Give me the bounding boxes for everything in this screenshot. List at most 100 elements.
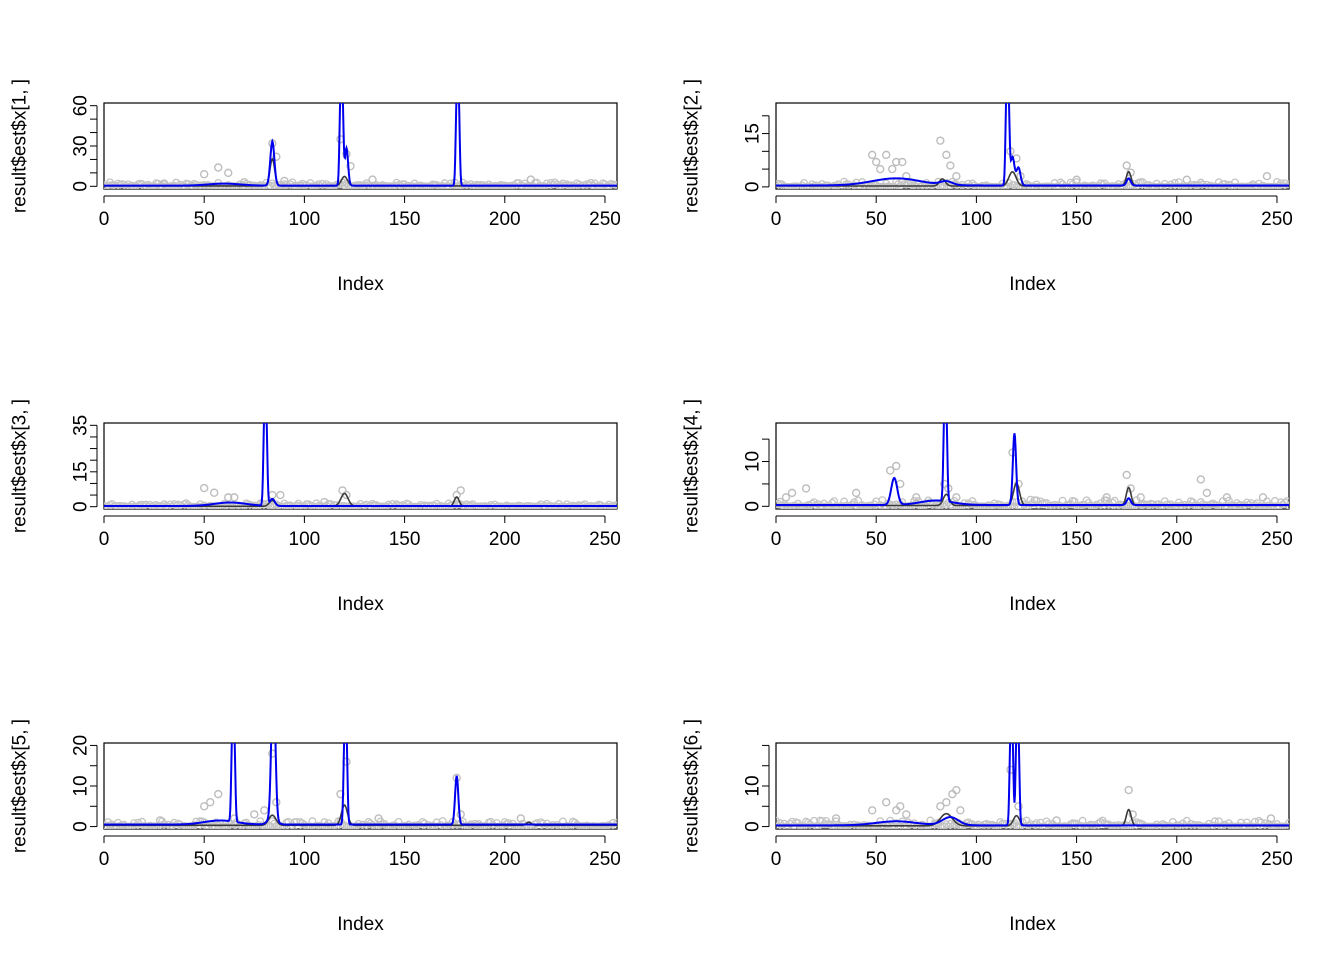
data-point — [876, 164, 885, 174]
data-point — [1164, 182, 1173, 189]
x-tick-label: 200 — [1161, 529, 1193, 550]
data-point — [1262, 172, 1272, 181]
data-point — [250, 810, 259, 819]
y-tick-label: 10 — [743, 451, 764, 472]
data-point — [199, 483, 209, 493]
data-point — [867, 806, 877, 815]
x-axis-title: Index — [1009, 914, 1056, 935]
x-tick-label: 100 — [961, 849, 993, 870]
y-tick-label: 0 — [71, 181, 92, 192]
data-point — [871, 157, 881, 167]
y-axis-title: result$est$x[5, ] — [10, 719, 31, 853]
data-point — [346, 161, 355, 171]
x-tick-label: 200 — [489, 529, 521, 550]
data-point — [199, 170, 209, 179]
data-point — [912, 493, 921, 502]
data-point — [956, 806, 965, 815]
x-tick-label: 100 — [961, 209, 993, 230]
data-point — [268, 817, 277, 826]
data-point — [1196, 475, 1206, 484]
data-point — [787, 488, 797, 498]
data-point — [952, 172, 961, 181]
x-tick-label: 150 — [1061, 209, 1093, 230]
data-point — [801, 484, 811, 493]
x-tick-label: 100 — [961, 529, 993, 550]
data-point — [1124, 785, 1133, 795]
data-point — [159, 179, 169, 188]
y-tick-label: 15 — [71, 461, 92, 482]
data-point — [268, 490, 277, 500]
data-point — [456, 486, 465, 495]
x-tick-label: 250 — [1261, 209, 1293, 230]
x-tick-label: 100 — [289, 209, 321, 230]
data-point — [260, 806, 269, 815]
series-line-blue — [104, 743, 617, 826]
data-point — [374, 814, 383, 823]
data-point — [1266, 814, 1276, 823]
data-point — [1014, 802, 1023, 811]
series-line-blue — [104, 423, 617, 507]
data-point — [1222, 493, 1232, 502]
data-point — [272, 152, 281, 161]
data-point — [886, 466, 895, 475]
plot-frame — [775, 102, 1290, 190]
data-point — [318, 822, 327, 829]
data-point — [613, 819, 617, 827]
data-point — [224, 493, 233, 502]
data-point — [940, 822, 949, 829]
y-tick-label: 35 — [71, 415, 92, 436]
data-point — [360, 822, 369, 829]
y-tick-label: 10 — [71, 775, 92, 796]
x-axis-title: Index — [1009, 274, 1056, 295]
panel-2: 0 50 100 150 200 250 0 15 Index result$est$x[2, ] — [682, 79, 1293, 295]
x-tick-label: 250 — [589, 529, 621, 550]
data-point — [1258, 493, 1268, 502]
y-tick-label: 0 — [743, 501, 764, 512]
plot-frame — [775, 742, 1290, 830]
data-point — [1182, 175, 1192, 184]
data-point — [1052, 816, 1061, 825]
y-tick-label: 20 — [71, 735, 92, 756]
data-point — [1275, 502, 1283, 509]
x-tick-label: 250 — [1261, 529, 1293, 550]
data-point — [942, 150, 951, 160]
x-axis-title: Index — [1009, 594, 1056, 615]
data-point — [781, 493, 791, 502]
data-point — [882, 798, 891, 807]
data-point — [1136, 493, 1145, 502]
data-point — [952, 493, 961, 502]
data-point — [892, 806, 901, 815]
x-tick-label: 200 — [1161, 849, 1193, 870]
x-tick-label: 0 — [771, 529, 782, 550]
data-point — [1072, 175, 1081, 184]
plot-frame — [775, 422, 1290, 510]
panel-6: 0 50 100 150 200 250 0 10 Index result$est$x[6, ] — [682, 719, 1293, 935]
x-tick-label: 0 — [99, 209, 110, 230]
data-point — [224, 168, 233, 178]
data-point — [206, 798, 215, 807]
data-point — [302, 822, 311, 829]
y-axis-title: result$est$x[6, ] — [682, 719, 703, 853]
x-tick-label: 0 — [99, 849, 110, 870]
data-point — [210, 488, 219, 497]
data-point — [946, 161, 955, 170]
x-tick-label: 50 — [194, 529, 215, 550]
data-point — [1122, 161, 1131, 170]
data-point — [896, 802, 905, 811]
series-line-blue — [104, 103, 617, 187]
plot-content — [104, 423, 617, 509]
x-tick-label: 50 — [866, 529, 887, 550]
x-tick-label: 50 — [866, 849, 887, 870]
series-line-blue — [776, 743, 1289, 827]
y-axis-title: result$est$x[3, ] — [10, 399, 31, 533]
plot-frame — [103, 742, 618, 830]
x-tick-label: 0 — [771, 209, 782, 230]
x-tick-label: 150 — [389, 529, 421, 550]
y-tick-label: 10 — [743, 775, 764, 796]
data-point — [892, 157, 901, 167]
x-tick-label: 50 — [194, 209, 215, 230]
data-point — [280, 176, 289, 186]
x-tick-label: 250 — [589, 209, 621, 230]
data-point — [1202, 488, 1212, 498]
data-point — [516, 814, 526, 823]
